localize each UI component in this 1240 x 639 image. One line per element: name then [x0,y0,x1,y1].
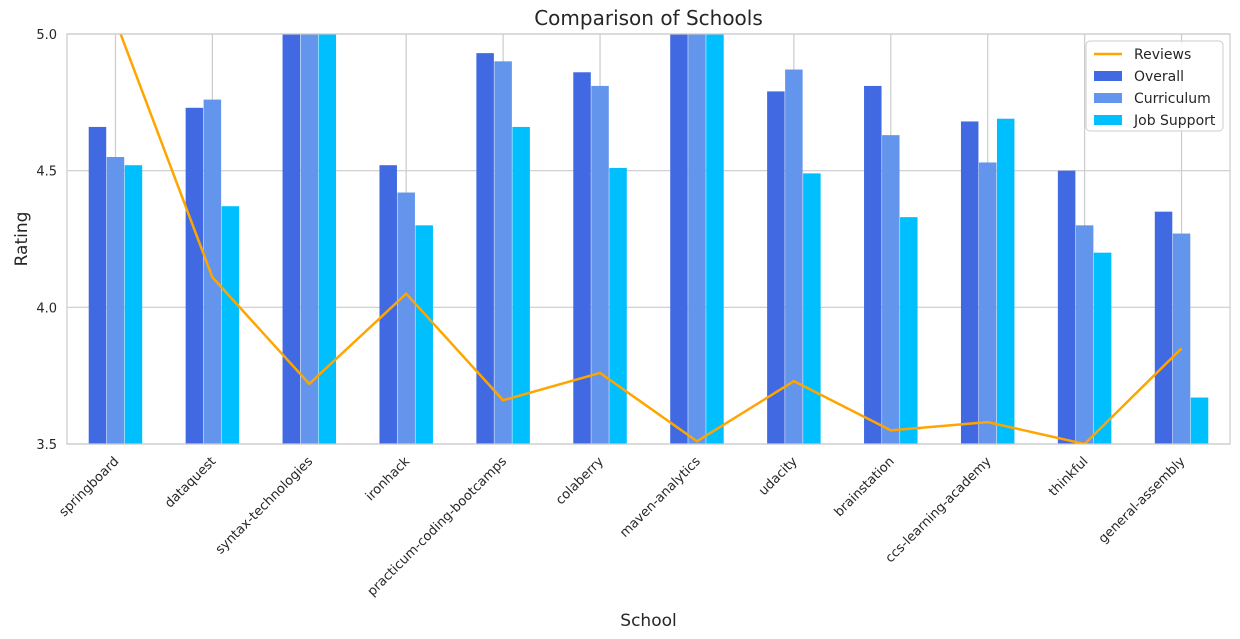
legend-box [1085,40,1224,132]
bar-job-support-colaberry [609,167,627,444]
bar-job-support-udacity [803,173,821,444]
bar-curriculum-syntax-technologies [300,34,319,444]
x-tick-label-ironhack: ironhack [363,454,413,504]
x-tick-label-ccs-learning-academy: ccs-learning-academy [883,454,995,566]
legend-label-reviews: Reviews [1134,47,1191,63]
bar-curriculum-general-assembly [1172,233,1191,444]
y-tick-label: 5.0 [36,28,57,43]
bar-job-support-thinkful [1093,252,1112,444]
bar-job-support-dataquest [221,206,240,444]
y-axis-ticks: 3.5 4.0 4.5 5.0 [36,28,57,453]
bar-job-support-practicum-coding-bootcamps [512,126,530,444]
bars-layer [88,34,1209,445]
bar-curriculum-dataquest [203,99,222,444]
x-tick-label-syntax-technologies: syntax-technologies [213,454,316,557]
x-tick-label-maven-analytics: maven-analytics [617,454,704,541]
line-layer [119,34,1183,444]
bar-job-support-brainstation [900,217,918,444]
bar-overall-udacity [767,91,785,445]
bar-overall-dataquest [185,107,204,445]
bar-curriculum-colaberry [591,85,609,444]
plot-frame [66,33,1231,445]
x-tick-label-general-assembly: general-assembly [1096,454,1189,547]
x-axis-title: School [620,611,676,631]
legend-swatch-curriculum [1094,93,1122,103]
chart-title: Comparison of Schools [534,6,763,30]
bar-overall-colaberry [573,72,591,445]
x-tick-label-brainstation: brainstation [832,454,898,520]
bar-curriculum-ccs-learning-academy [978,162,997,444]
legend-swatch-overall [1094,71,1122,81]
y-tick-label: 4.0 [36,301,57,316]
bar-curriculum-springboard [106,157,125,444]
bar-overall-syntax-technologies [282,34,301,444]
bar-overall-brainstation [864,85,882,444]
bar-job-support-ironhack [415,225,433,444]
x-tick-label-springboard: springboard [57,454,123,520]
bar-overall-ironhack [379,165,397,444]
bar-curriculum-maven-analytics [688,34,706,444]
bar-job-support-ccs-learning-academy [996,118,1015,444]
bar-job-support-maven-analytics [706,34,724,444]
bar-curriculum-thinkful [1075,225,1094,444]
y-tick-label: 4.5 [36,165,57,180]
bar-curriculum-practicum-coding-bootcamps [494,61,512,444]
bar-curriculum-ironhack [397,192,415,444]
bar-job-support-springboard [124,165,143,444]
bar-job-support-general-assembly [1190,397,1209,444]
legend: Reviews Overall Curriculum Job Support [1085,40,1224,132]
y-axis-title: Rating [12,212,32,267]
legend-label-job-support: Job Support [1133,113,1216,129]
legend-label-overall: Overall [1134,69,1184,85]
bar-overall-thinkful [1057,170,1076,444]
bar-overall-maven-analytics [670,34,688,444]
bar-overall-ccs-learning-academy [960,121,979,444]
line-reviews [119,34,1183,444]
y-tick-label: 3.5 [36,438,57,453]
bar-overall-general-assembly [1154,211,1173,444]
bar-overall-practicum-coding-bootcamps [476,53,494,445]
x-tick-label-colaberry: colaberry [553,454,607,508]
x-tick-label-dataquest: dataquest [162,454,219,511]
bar-curriculum-brainstation [882,135,900,444]
legend-swatch-job-support [1094,115,1122,125]
grid-layer [67,33,1230,445]
bar-job-support-syntax-technologies [318,34,337,444]
bar-curriculum-udacity [785,69,803,445]
x-tick-label-thinkful: thinkful [1046,454,1091,499]
bar-overall-springboard [88,126,107,444]
legend-label-curriculum: Curriculum [1134,91,1211,107]
x-tick-label-udacity: udacity [756,454,801,499]
